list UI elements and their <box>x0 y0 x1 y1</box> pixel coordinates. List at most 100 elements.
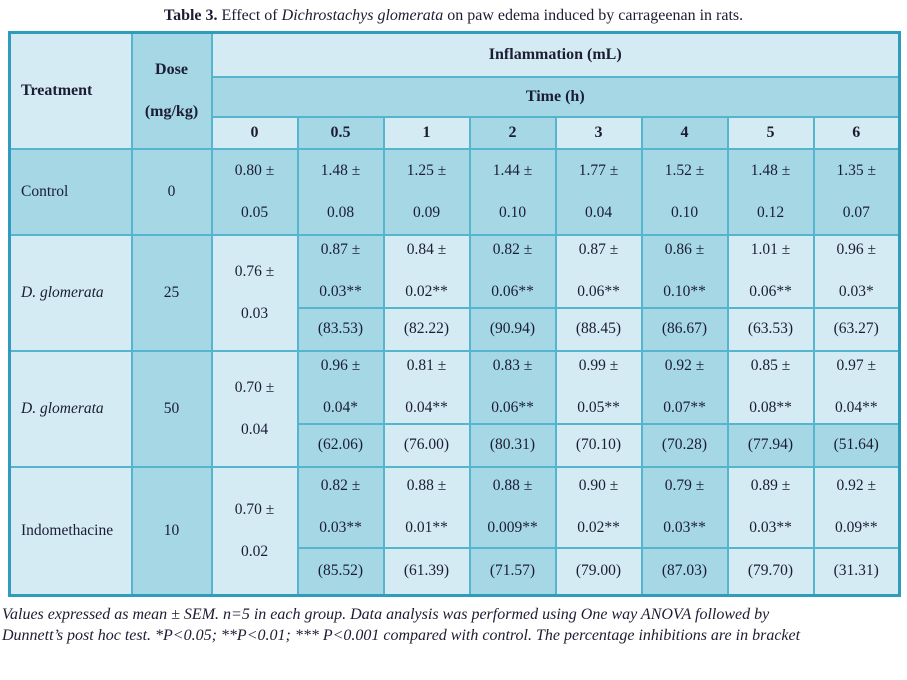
sem-value: 0.10** <box>663 283 706 300</box>
mean-value: 0.85 ± <box>750 357 791 374</box>
value-cell: 0.88 ± 0.009** <box>468 465 557 549</box>
inhibition-cell: (70.10) <box>554 422 643 468</box>
mean-value: 0.96 ± <box>836 241 876 258</box>
sem-value: 0.02** <box>577 519 620 536</box>
footnote: Values expressed as mean ± SEM. n=5 in e… <box>2 604 907 646</box>
inhibition-cell: (77.94) <box>726 422 815 468</box>
inhibition-cell: (88.45) <box>554 306 643 352</box>
mean-value: 0.87 ± <box>320 241 361 258</box>
baseline-cell: 0.70 ± 0.04 <box>210 349 299 468</box>
mean-value: 0.97 ± <box>836 357 876 374</box>
mean-value: 1.48 ± <box>320 161 361 179</box>
value-cell: 0.86 ± 0.10** <box>640 233 729 309</box>
mean-value: 0.92 ± <box>664 357 705 374</box>
sem-value: 0.09** <box>834 519 878 536</box>
inhibition-cell: (85.52) <box>296 546 385 597</box>
value-cell: 1.01 ± 0.06** <box>726 233 815 309</box>
sem-value: 0.009** <box>487 519 538 536</box>
sem-value: 0.01** <box>405 519 448 536</box>
mean-value: 0.84 ± <box>406 241 447 258</box>
time-tick-cell: 0 <box>210 115 299 150</box>
inhibition-cell: (87.03) <box>640 546 729 597</box>
sem-value: 0.06** <box>491 283 534 300</box>
value-cell: 0.82 ± 0.06** <box>468 233 557 309</box>
value-cell: 0.88 ± 0.01** <box>382 465 471 549</box>
inhibition-cell: (79.70) <box>726 546 815 597</box>
inhibition-cell: (82.22) <box>382 306 471 352</box>
sem-value: 0.04 <box>240 420 269 438</box>
baseline-cell: 0.70 ± 0.02 <box>210 465 299 597</box>
dose-header-line2: (mg/kg) <box>144 102 199 120</box>
sem-value: 0.03 <box>240 304 269 322</box>
title-text-pre: Effect of <box>217 7 282 24</box>
sem-value: 0.02 <box>240 542 269 560</box>
inhibition-cell: (80.31) <box>468 422 557 468</box>
value-cell: 0.83 ± 0.06** <box>468 349 557 425</box>
treatment-header-cell: Treatment <box>8 31 133 150</box>
mean-value: 0.90 ± <box>578 477 619 494</box>
value-cell: 0.97 ± 0.04** <box>812 349 901 425</box>
value-cell: 1.35 ± 0.07 <box>812 147 901 236</box>
value-cell: 0.92 ± 0.09** <box>812 465 901 549</box>
mean-value: 0.70 ± <box>234 500 275 518</box>
inhibition-cell: (79.00) <box>554 546 643 597</box>
dose-cell: 50 <box>130 349 213 468</box>
sem-value: 0.03** <box>319 283 362 300</box>
sem-value: 0.05** <box>577 399 620 416</box>
mean-value: 0.83 ± <box>492 357 533 374</box>
sem-value: 0.06** <box>577 283 620 300</box>
sem-value: 0.07 <box>842 203 870 221</box>
mean-value: 0.82 ± <box>320 477 361 494</box>
mean-value: 1.52 ± <box>664 161 705 179</box>
time-tick-cell: 6 <box>812 115 901 150</box>
inhibition-row-dglomerata-50: (62.06) (76.00) (80.31) (70.10) (70.28) … <box>10 422 901 468</box>
sem-value: 0.03** <box>663 519 706 536</box>
sem-value: 0.03** <box>319 519 362 536</box>
treatment-name-cell: D. glomerata <box>8 349 133 468</box>
mean-value: 0.82 ± <box>492 241 533 258</box>
sem-value: 0.09 <box>412 203 441 221</box>
mean-value: 0.99 ± <box>578 357 619 374</box>
time-tick-cell: 2 <box>468 115 557 150</box>
inhibition-cell: (86.67) <box>640 306 729 352</box>
value-cell: 0.81 ± 0.04** <box>382 349 471 425</box>
inhibition-cell: (31.31) <box>812 546 901 597</box>
treatment-row-dglomerata-50: D. glomerata 50 0.70 ± 0.04 0.96 ±0.04* … <box>8 349 901 468</box>
sem-value: 0.10 <box>498 203 527 221</box>
value-cell: 1.44 ± 0.10 <box>468 147 557 236</box>
value-cell: 0.79 ± 0.03** <box>640 465 729 549</box>
value-cell: 1.52 ± 0.10 <box>640 147 729 236</box>
time-tick-cell: 3 <box>554 115 643 150</box>
sem-value: 0.04** <box>405 399 448 416</box>
value-cell: 0.87 ± 0.03** <box>296 233 385 309</box>
mean-value: 0.79 ± <box>664 477 705 494</box>
time-tick-cell: 0.5 <box>296 115 385 150</box>
baseline-cell: 0.76 ± 0.03 <box>210 233 299 352</box>
value-cell: 0.96 ± 0.04* <box>296 349 385 425</box>
sem-value: 0.12 <box>756 203 785 221</box>
header-row-inflammation: Treatment Dose (mg/kg) Inflammation (mL) <box>8 31 901 150</box>
inhibition-cell: (62.06) <box>296 422 385 468</box>
inhibition-cell: (90.94) <box>468 306 557 352</box>
treatment-row-indomethacine: Indomethacine 10 0.70 ± 0.02 0.82 ± 0.03*… <box>8 465 901 597</box>
inhibition-cell: (70.28) <box>640 422 729 468</box>
sem-value: 0.07** <box>663 399 706 416</box>
treatment-row-control: Control 0 0.80 ± 0.05 1.48 ± 0.08 1.25 ± 0… <box>8 147 901 236</box>
inhibition-row-dglomerata-25: (83.53) (82.22) (90.94) (88.45) (86.67) … <box>10 306 901 352</box>
sem-value: 0.06** <box>749 283 792 300</box>
value-cell: 0.85 ± 0.08** <box>726 349 815 425</box>
sem-value: 0.02** <box>405 283 448 300</box>
mean-value: 0.80 ± <box>234 161 275 179</box>
mean-value: 1.25 ± <box>406 161 447 179</box>
dose-cell: 10 <box>130 465 213 597</box>
sem-value: 0.03* <box>838 283 874 300</box>
mean-value: 1.44 ± <box>492 161 533 179</box>
value-cell: 0.82 ± 0.03** <box>296 465 385 549</box>
dose-cell: 0 <box>130 147 213 236</box>
mean-value: 0.86 ± <box>664 241 705 258</box>
mean-value: 0.88 ± <box>492 477 533 494</box>
value-cell: 0.96 ± 0.03* <box>812 233 901 309</box>
value-cell: 0.99 ± 0.05** <box>554 349 643 425</box>
dose-header-line1: Dose <box>155 60 188 78</box>
inhibition-cell: (83.53) <box>296 306 385 352</box>
